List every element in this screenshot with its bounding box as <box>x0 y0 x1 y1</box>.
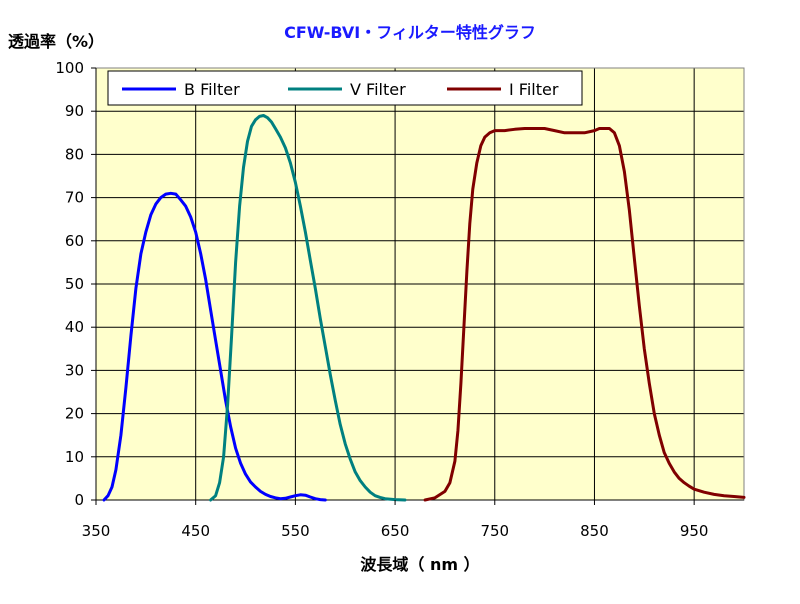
y-tick-label: 100 <box>55 59 84 77</box>
legend-label-i-filter: I Filter <box>509 80 559 99</box>
legend: B Filter V Filter I Filter <box>107 70 583 106</box>
x-axis-label: 波長域（ nm ） <box>360 555 479 574</box>
y-axis-label: 透過率（%） <box>8 32 104 51</box>
y-tick-label: 20 <box>65 405 84 423</box>
x-tick-label: 350 <box>82 522 111 540</box>
x-tick-label: 850 <box>580 522 609 540</box>
y-tick-label: 0 <box>74 491 84 509</box>
y-tick-label: 40 <box>65 318 84 336</box>
y-tick-label: 90 <box>65 102 84 120</box>
legend-box <box>107 70 583 106</box>
x-tick-label: 450 <box>181 522 210 540</box>
series-lines <box>102 114 746 502</box>
y-tick-label: 60 <box>65 232 84 250</box>
y-tick-label: 30 <box>65 361 84 379</box>
series-line-b-filter <box>102 191 327 502</box>
series-line-i-filter <box>423 127 746 502</box>
x-tick-label: 950 <box>680 522 709 540</box>
axis-ticks: 0 10 20 30 40 50 60 70 80 90 100 350 450 550 650 750 850… <box>55 59 708 540</box>
legend-label-b-filter: B Filter <box>184 80 240 99</box>
y-tick-label: 10 <box>65 448 84 466</box>
y-tick-label: 70 <box>65 189 84 207</box>
legend-items: B Filter V Filter I Filter <box>122 80 559 99</box>
x-tick-label: 650 <box>381 522 410 540</box>
chart-title: CFW-BVI・フィルター特性グラフ <box>284 23 536 42</box>
x-tick-label: 750 <box>480 522 509 540</box>
x-tick-label: 550 <box>281 522 310 540</box>
series-line-v-filter <box>209 114 407 502</box>
y-tick-label: 80 <box>65 145 84 163</box>
y-tick-label: 50 <box>65 275 84 293</box>
legend-label-v-filter: V Filter <box>350 80 406 99</box>
